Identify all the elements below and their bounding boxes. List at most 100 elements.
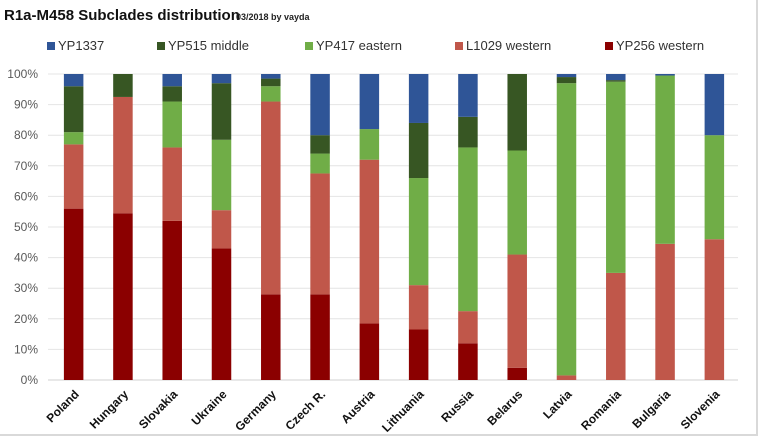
- y-tick-label: 70%: [14, 159, 38, 173]
- bar-segment-yp417-eastern-slovenia: [704, 135, 725, 240]
- bar-segment-l1029-western-austria: [359, 159, 380, 324]
- bar-segment-yp256-western-belarus: [507, 367, 527, 380]
- bar-segment-yp256-western-lithuania: [408, 329, 429, 380]
- bar-segment-yp515-middle-poland: [63, 86, 84, 133]
- bar-segment-l1029-western-slovakia: [162, 147, 182, 221]
- x-category-label: Austria: [338, 387, 377, 426]
- x-category-label: Bulgaria: [629, 387, 673, 431]
- bar-segment-l1029-western-ukraine: [211, 210, 232, 249]
- y-tick-label: 40%: [14, 251, 38, 265]
- bar-segment-yp515-middle-lithuania: [408, 122, 429, 179]
- bar-segment-yp417-eastern-lithuania: [408, 178, 429, 286]
- chart-subtitle: 03/2018 by vayda: [236, 12, 310, 22]
- x-category-label: Czech R.: [282, 387, 328, 433]
- bar-segment-yp1337-slovenia: [704, 74, 725, 136]
- bar-segment-yp417-eastern-belarus: [507, 150, 527, 255]
- bar-segment-yp1337-poland: [63, 74, 84, 87]
- bar-segment-l1029-western-czech-r-: [310, 173, 330, 295]
- legend-item-yp417: YP417 eastern: [305, 38, 402, 53]
- legend-swatch-yp1337: [47, 41, 55, 50]
- y-tick-label: 60%: [14, 189, 38, 203]
- legend-item-l1029: L1029 western: [455, 38, 551, 53]
- x-category-label: Lithuania: [379, 387, 427, 435]
- bar-segment-yp1337-slovakia: [162, 74, 182, 87]
- bar-segment-yp1337-germany: [261, 74, 281, 79]
- legend-swatch-yp256: [605, 41, 613, 50]
- bar-segment-yp1337-latvia: [556, 74, 577, 78]
- bar-segment-yp417-eastern-russia: [458, 147, 478, 312]
- bar-segment-yp256-western-slovakia: [162, 220, 182, 380]
- x-category-label: Russia: [438, 387, 476, 425]
- gridlines: [48, 73, 738, 381]
- y-axis-ticks: 0% 10% 20% 30% 40% 50% 60% 70% 80% 90% 100%: [7, 67, 38, 387]
- legend-label: L1029 western: [466, 38, 552, 53]
- chart-title: R1a-M458 Subclades distribution: [4, 7, 240, 24]
- bar-segment-yp1337-ukraine: [211, 74, 232, 84]
- bar-segment-l1029-western-poland: [63, 144, 84, 209]
- bar-segment-yp417-eastern-bulgaria: [655, 75, 675, 244]
- bars: [63, 74, 725, 380]
- bar-segment-yp515-middle-romania: [606, 80, 626, 82]
- bar-segment-yp515-middle-ukraine: [211, 83, 232, 140]
- legend-item-yp256: YP256 western: [605, 38, 704, 53]
- bar-segment-yp515-middle-germany: [261, 78, 281, 87]
- bar-segment-yp256-western-czech-r-: [310, 294, 330, 380]
- bar-segment-yp515-middle-hungary: [113, 74, 133, 97]
- x-category-label: Hungary: [87, 387, 132, 432]
- bar-segment-yp417-eastern-romania: [606, 81, 626, 273]
- bar-segment-yp1337-lithuania: [408, 74, 429, 123]
- bar-segment-yp256-western-germany: [261, 294, 281, 380]
- legend-swatch-l1029: [455, 41, 463, 50]
- bar-segment-yp1337-austria: [359, 74, 380, 130]
- bar-segment-yp256-western-russia: [458, 343, 478, 380]
- bar-segment-yp256-western-poland: [63, 208, 84, 380]
- legend-swatch-yp515: [157, 41, 165, 50]
- bar-segment-yp515-middle-czech-r-: [310, 135, 330, 154]
- bar-segment-l1029-western-belarus: [507, 254, 527, 368]
- y-tick-label: 90%: [14, 98, 38, 112]
- x-category-label: Latvia: [540, 387, 575, 422]
- bar-segment-yp417-eastern-austria: [359, 129, 380, 160]
- bar-segment-yp256-western-austria: [359, 323, 380, 380]
- bar-segment-yp1337-bulgaria: [655, 74, 675, 76]
- legend-label: YP417 eastern: [316, 38, 403, 53]
- bar-segment-l1029-western-hungary: [113, 96, 133, 214]
- legend-label: YP1337: [58, 38, 105, 53]
- bar-segment-l1029-western-germany: [261, 101, 281, 295]
- x-category-label: Slovakia: [136, 387, 181, 432]
- legend-item-yp1337: YP1337: [47, 38, 104, 53]
- y-tick-label: 80%: [14, 128, 38, 142]
- x-category-label: Ukraine: [189, 387, 230, 428]
- y-tick-label: 100%: [7, 67, 38, 81]
- bar-segment-yp1337-czech-r-: [310, 74, 330, 136]
- bar-segment-yp515-middle-slovakia: [162, 86, 182, 102]
- bar-segment-yp417-eastern-czech-r-: [310, 153, 330, 174]
- bar-segment-yp417-eastern-poland: [63, 132, 84, 145]
- bar-segment-yp515-middle-latvia: [556, 77, 577, 84]
- bar-segment-l1029-western-slovenia: [704, 239, 725, 380]
- x-category-label: Belarus: [484, 387, 525, 428]
- x-category-label: Poland: [44, 387, 82, 425]
- x-category-label: Slovenia: [678, 387, 723, 432]
- bar-segment-yp1337-russia: [458, 74, 478, 117]
- chart-frame: [0, 0, 758, 436]
- legend-item-yp515: YP515 middle: [157, 38, 249, 53]
- legend-label: YP515 middle: [168, 38, 249, 53]
- bar-segment-yp515-middle-belarus: [507, 74, 527, 151]
- bar-segment-yp515-middle-russia: [458, 116, 478, 148]
- x-category-label: Romania: [578, 387, 624, 433]
- legend: YP1337 YP515 middle YP417 eastern L1029 …: [0, 38, 768, 56]
- legend-label: YP256 western: [616, 38, 705, 53]
- y-tick-label: 50%: [14, 220, 38, 234]
- y-tick-label: 0%: [21, 373, 39, 387]
- y-tick-label: 30%: [14, 281, 38, 295]
- bar-segment-l1029-western-russia: [458, 311, 478, 344]
- bar-segment-l1029-western-romania: [606, 272, 626, 380]
- bar-segment-l1029-western-lithuania: [408, 285, 429, 330]
- legend-swatch-yp417: [305, 41, 313, 50]
- bar-segment-yp417-eastern-ukraine: [211, 139, 232, 211]
- bar-segment-yp256-western-ukraine: [211, 248, 232, 380]
- y-tick-label: 10%: [14, 342, 38, 356]
- bar-segment-yp417-eastern-slovakia: [162, 101, 182, 148]
